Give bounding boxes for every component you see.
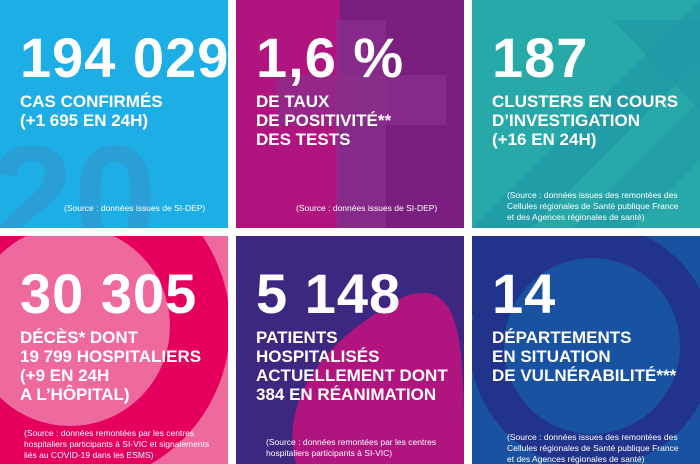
positivity-rate-label: DE TAUX DE POSITIVITÉ** DES TESTS — [256, 92, 392, 149]
confirmed-cases-value: 194 029 — [20, 26, 228, 89]
hospitalized-label: PATIENTS HOSPITALISÉS ACTUELLEMENT DONT … — [256, 328, 448, 404]
clusters-label: CLUSTERS EN COURS D’INVESTIGATION (+16 E… — [492, 92, 679, 149]
blob-decoration — [292, 293, 464, 464]
confirmed-cases-source: (Source : données issues de SI-DEP) — [64, 203, 206, 213]
clusters-source: (Source : données issues des remontées d… — [507, 190, 679, 222]
positivity-rate-source: (Source : données issues de SI-DEP) — [296, 203, 438, 213]
svg-text:20: 20 — [0, 114, 157, 228]
speech-bubble-decoration — [472, 236, 700, 464]
arrow-decoration — [472, 0, 700, 228]
deaths-value: 30 305 — [20, 262, 198, 325]
clusters-value: 187 — [492, 26, 589, 89]
plus-sign-decoration — [236, 0, 446, 228]
deaths-source: (Source : données remontées par les cent… — [24, 428, 210, 460]
tile-vulnerable-departments: 14 DÉPARTEMENTS EN SITUATION DE VULNÉRAB… — [472, 236, 700, 464]
hospitalized-value: 5 148 — [256, 262, 402, 325]
tile-clusters: 187 CLUSTERS EN COURS D’INVESTIGATION (+… — [472, 0, 700, 228]
circle-decoration — [0, 236, 228, 464]
tile-deaths: 30 305 DÉCÈS* DONT 19 799 HOSPITALIERS (… — [0, 236, 228, 464]
confirmed-cases-label: CAS CONFIRMÉS (+1 695 EN 24H) — [20, 92, 163, 130]
tile-positivity-rate: 1,6 % DE TAUX DE POSITIVITÉ** DES TESTS … — [236, 0, 464, 228]
positivity-rate-value: 1,6 % — [256, 26, 405, 89]
vulnerable-departments-value: 14 — [492, 262, 557, 325]
vulnerable-departments-label: DÉPARTEMENTS EN SITUATION DE VULNÉRABILI… — [492, 328, 677, 385]
tile-hospitalized: 5 148 PATIENTS HOSPITALISÉS ACTUELLEMENT… — [236, 236, 464, 464]
deaths-label: DÉCÈS* DONT 19 799 HOSPITALIERS (+9 EN 2… — [20, 328, 202, 404]
vulnerable-departments-source: (Source : données issues des remontées d… — [507, 432, 679, 464]
tile-confirmed-cases: 20 194 029 CAS CONFIRMÉS (+1 695 EN 24H)… — [0, 0, 228, 228]
background-digits-decoration: 20 — [0, 114, 157, 228]
hospitalized-source: (Source : données remontées par les cent… — [266, 437, 437, 458]
